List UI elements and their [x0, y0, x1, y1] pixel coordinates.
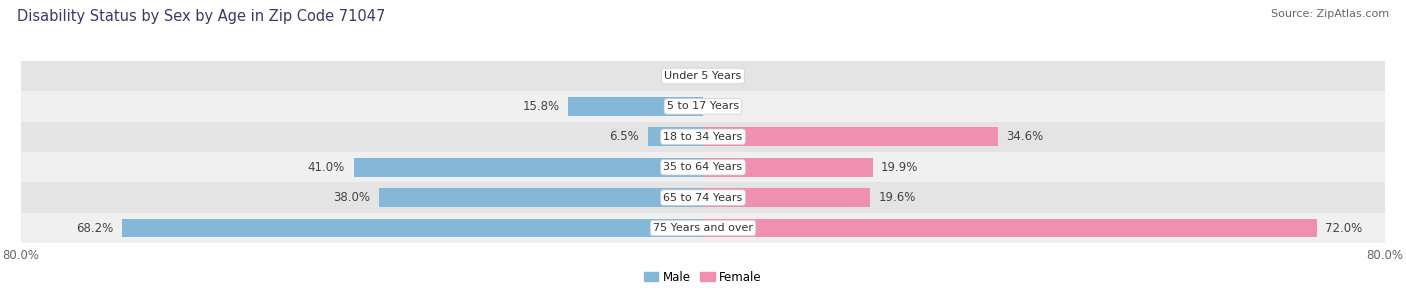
Bar [703, 188, 870, 207]
Bar [703, 219, 1317, 237]
Text: Source: ZipAtlas.com: Source: ZipAtlas.com [1271, 9, 1389, 19]
Bar [353, 158, 703, 177]
Text: 38.0%: 38.0% [333, 191, 371, 204]
Text: 41.0%: 41.0% [308, 161, 344, 174]
Text: 35 to 64 Years: 35 to 64 Years [664, 162, 742, 172]
Bar [380, 188, 703, 207]
Bar [21, 91, 1385, 122]
Text: 18 to 34 Years: 18 to 34 Years [664, 132, 742, 142]
Text: 15.8%: 15.8% [523, 100, 560, 113]
Bar [21, 122, 1385, 152]
Bar [21, 61, 1385, 91]
Bar [568, 97, 703, 116]
Bar [21, 213, 1385, 243]
Bar [648, 127, 703, 146]
Text: 6.5%: 6.5% [609, 130, 640, 143]
Text: 68.2%: 68.2% [76, 222, 112, 234]
Bar [21, 182, 1385, 213]
Text: Under 5 Years: Under 5 Years [665, 71, 741, 81]
Text: 34.6%: 34.6% [1007, 130, 1043, 143]
Text: 0.0%: 0.0% [711, 100, 741, 113]
Text: Disability Status by Sex by Age in Zip Code 71047: Disability Status by Sex by Age in Zip C… [17, 9, 385, 24]
Bar [703, 127, 998, 146]
Bar [703, 158, 873, 177]
Legend: Male, Female: Male, Female [640, 266, 766, 288]
Text: 5 to 17 Years: 5 to 17 Years [666, 102, 740, 111]
Text: 65 to 74 Years: 65 to 74 Years [664, 193, 742, 202]
Bar [21, 152, 1385, 182]
Text: 19.6%: 19.6% [879, 191, 915, 204]
Text: 0.0%: 0.0% [665, 70, 695, 82]
Text: 72.0%: 72.0% [1326, 222, 1362, 234]
Text: 19.9%: 19.9% [882, 161, 918, 174]
Bar [122, 219, 703, 237]
Text: 75 Years and over: 75 Years and over [652, 223, 754, 233]
Text: 0.0%: 0.0% [711, 70, 741, 82]
